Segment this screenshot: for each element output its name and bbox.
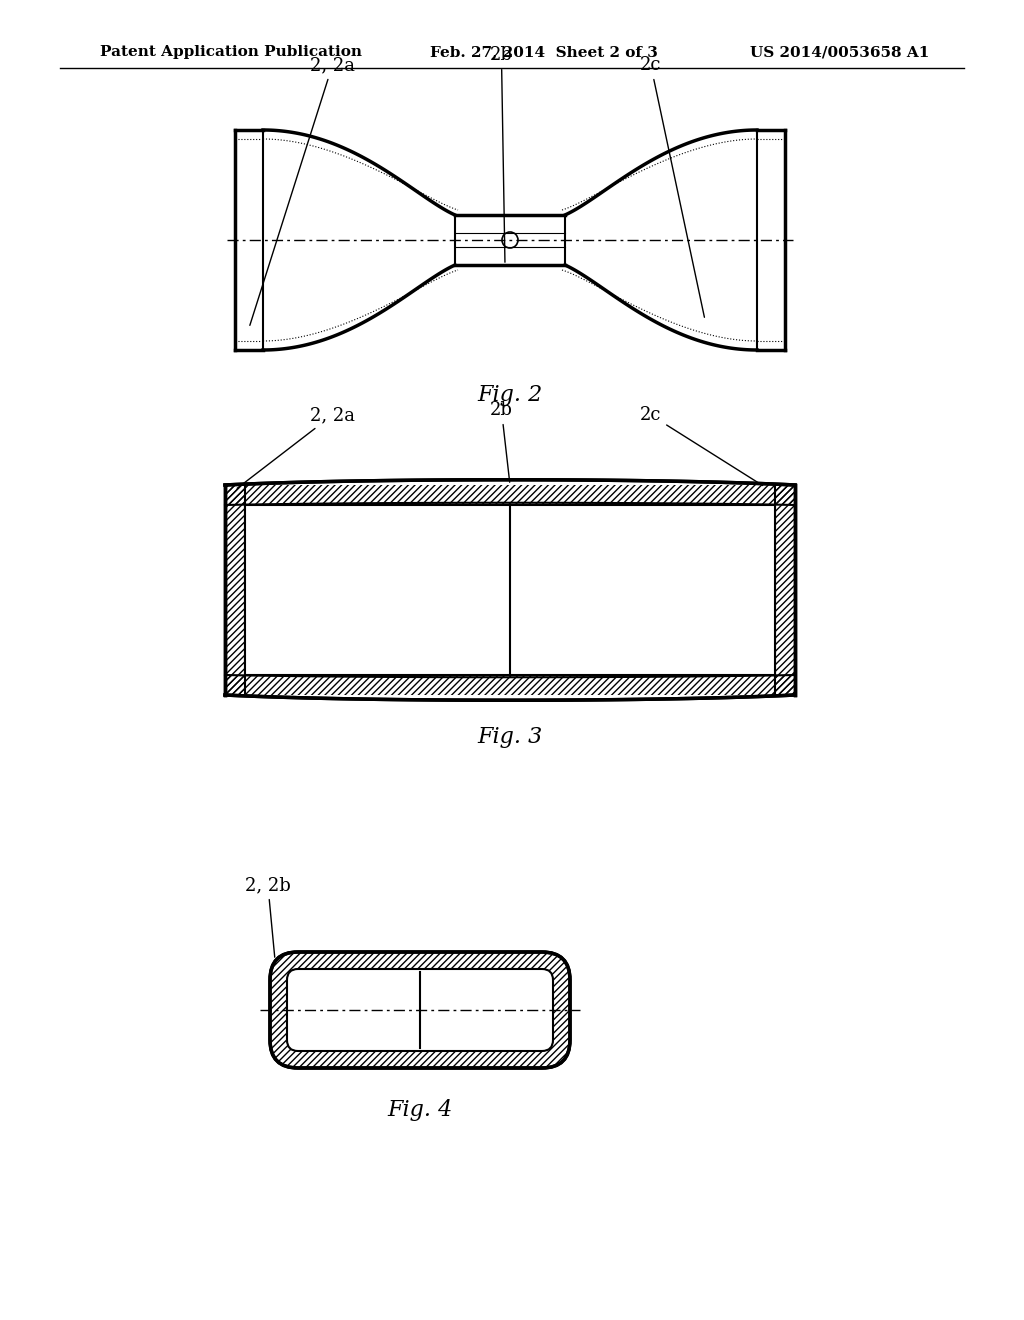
Text: 2c: 2c xyxy=(640,55,705,317)
Text: Feb. 27, 2014  Sheet 2 of 3: Feb. 27, 2014 Sheet 2 of 3 xyxy=(430,45,657,59)
Text: 2b: 2b xyxy=(490,401,513,482)
Text: 2b: 2b xyxy=(490,46,513,263)
Bar xyxy=(225,484,795,506)
Text: 2c: 2c xyxy=(640,407,763,486)
Text: 2, 2a: 2, 2a xyxy=(250,55,355,325)
Bar xyxy=(775,484,795,696)
Bar xyxy=(225,675,795,696)
Text: Fig. 2: Fig. 2 xyxy=(477,384,543,407)
FancyBboxPatch shape xyxy=(287,969,553,1051)
Text: 2, 2b: 2, 2b xyxy=(245,876,291,957)
Text: Fig. 3: Fig. 3 xyxy=(477,726,543,748)
Text: 2, 2a: 2, 2a xyxy=(238,407,355,488)
Text: US 2014/0053658 A1: US 2014/0053658 A1 xyxy=(750,45,930,59)
Text: Patent Application Publication: Patent Application Publication xyxy=(100,45,362,59)
Text: Fig. 4: Fig. 4 xyxy=(387,1100,453,1121)
Bar xyxy=(225,484,245,696)
Bar xyxy=(245,506,775,675)
